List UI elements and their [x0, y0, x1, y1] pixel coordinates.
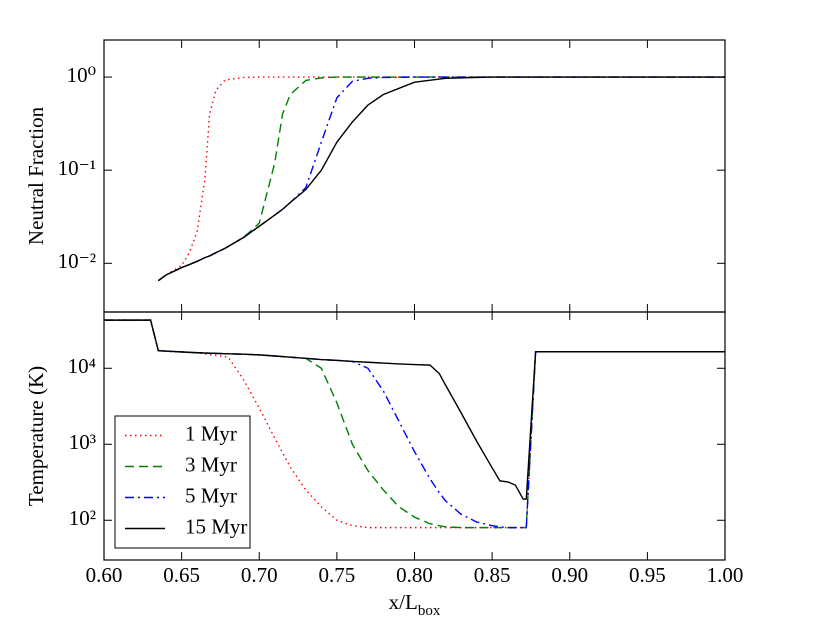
y-tick-label: 10⁴	[68, 354, 96, 378]
x-tick-label: 0.95	[629, 563, 666, 587]
legend-label: 3 Myr	[185, 452, 237, 476]
legend-label: 5 Myr	[185, 483, 237, 507]
legend-box	[114, 415, 251, 549]
series-line	[104, 319, 725, 500]
y-axis-label: Temperature (K)	[24, 366, 48, 506]
x-tick-label: 0.65	[163, 563, 200, 587]
series-line	[104, 319, 725, 529]
x-tick-label: 0.80	[396, 563, 433, 587]
x-tick-label: 0.70	[241, 563, 278, 587]
series-line	[157, 76, 725, 282]
x-axis-label-main: x/L	[389, 590, 418, 614]
x-tick-label: 0.60	[86, 563, 123, 587]
series-line	[157, 76, 725, 282]
plot-lines	[157, 76, 725, 282]
y-tick-label: 10⁰	[67, 63, 96, 87]
y-tick-label: 10²	[69, 506, 96, 530]
x-axis-label-subscript: box	[418, 603, 441, 619]
y-tick-label: 10⁻²	[58, 249, 96, 273]
legend-label: 1 Myr	[185, 421, 237, 445]
x-tick-label: 0.85	[474, 563, 511, 587]
x-tick-label: 0.90	[551, 563, 588, 587]
y-axis-label: Neutral Fraction	[24, 106, 48, 245]
x-tick-label: 0.75	[319, 563, 356, 587]
y-tick-label: 10⁻¹	[58, 156, 96, 180]
axes-frame	[103, 39, 726, 313]
x-axis-label: x/Lbox	[389, 590, 441, 620]
series-line	[157, 76, 725, 282]
legend-label: 15 Myr	[185, 514, 247, 538]
series-line	[157, 76, 725, 282]
plot-lines	[104, 319, 725, 529]
y-tick-label: 10³	[69, 430, 96, 454]
x-tick-label: 1.00	[707, 563, 744, 587]
